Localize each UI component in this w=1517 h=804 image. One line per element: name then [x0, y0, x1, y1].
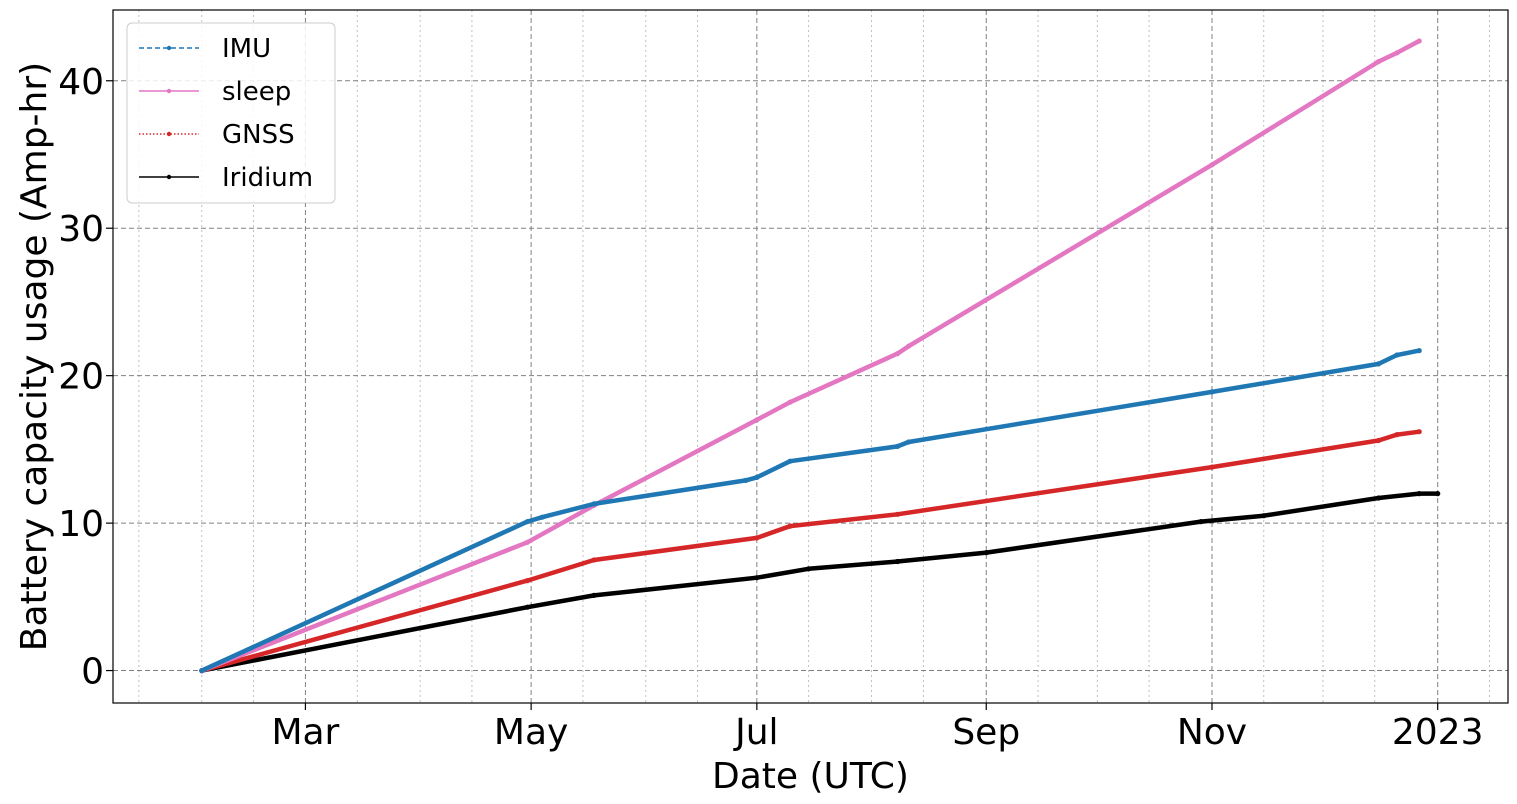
- legend-label-imu: IMU: [222, 34, 271, 64]
- y-tick-label: 10: [58, 504, 104, 545]
- data-point-iridium: [524, 604, 531, 610]
- data-point-imu: [906, 439, 912, 445]
- data-point-sleep: [754, 417, 760, 423]
- legend-label-iridium: Iridium: [222, 163, 313, 193]
- series-line-iridium: [199, 491, 1440, 673]
- data-point-imu: [1394, 352, 1400, 358]
- legend-marker-gnss: [166, 131, 172, 137]
- y-tick-label: 20: [58, 357, 104, 398]
- data-point-iridium: [1435, 491, 1441, 497]
- data-point-iridium: [754, 575, 760, 581]
- data-point-sleep: [906, 343, 912, 349]
- data-point-imu: [1416, 348, 1422, 354]
- data-point-gnss: [1394, 432, 1400, 438]
- data-point-sleep: [1416, 38, 1422, 44]
- data-point-sleep: [894, 351, 901, 357]
- data-point-imu: [591, 501, 597, 507]
- data-point-imu: [524, 519, 531, 525]
- data-point-gnss: [894, 511, 901, 517]
- x-tick-label: Jul: [733, 712, 778, 753]
- x-tick-label: May: [494, 712, 568, 753]
- x-axis-label: Date (UTC): [712, 756, 909, 797]
- x-tick-label: Sep: [952, 712, 1020, 753]
- data-point-gnss: [524, 578, 531, 584]
- y-axis-label: Battery capacity usage (Amp-hr): [14, 62, 55, 651]
- data-point-imu: [199, 668, 205, 674]
- legend-label-gnss: GNSS: [222, 120, 295, 150]
- data-point-sleep: [787, 399, 793, 405]
- data-point-imu: [894, 443, 901, 449]
- data-point-iridium: [1261, 513, 1267, 519]
- x-tick-label: 2023: [1392, 712, 1484, 753]
- data-point-iridium: [983, 550, 989, 556]
- data-point-sleep: [524, 539, 531, 545]
- legend: IMU sleep GNSS Iridium: [126, 22, 336, 204]
- data-point-iridium: [806, 566, 812, 572]
- data-point-iridium: [591, 592, 597, 599]
- data-point-imu: [1375, 361, 1382, 367]
- data-point-imu: [787, 458, 793, 464]
- data-point-iridium: [1416, 491, 1422, 497]
- data-point-imu: [743, 477, 749, 483]
- data-point-imu: [539, 514, 545, 520]
- series-layer: [199, 38, 1441, 674]
- data-point-gnss: [591, 557, 597, 563]
- data-point-iridium: [894, 558, 901, 565]
- legend-label-sleep: sleep: [222, 77, 291, 107]
- data-point-gnss: [754, 535, 760, 541]
- y-tick-label: 40: [58, 62, 104, 103]
- data-point-iridium: [1198, 519, 1204, 525]
- data-point-iridium: [1375, 495, 1382, 501]
- data-point-gnss: [787, 523, 793, 529]
- data-point-imu: [1209, 389, 1215, 395]
- legend-marker-imu: [166, 45, 172, 51]
- data-point-sleep: [1209, 162, 1215, 168]
- x-tick-label: Mar: [271, 712, 339, 753]
- legend-marker-iridium: [166, 174, 172, 180]
- data-point-sleep: [1375, 59, 1382, 65]
- data-point-gnss: [1416, 429, 1422, 435]
- data-point-gnss: [1209, 464, 1215, 470]
- x-tick-label: Nov: [1177, 712, 1247, 753]
- axis-ticks: Mar May Jul Sep Nov 2023 0 10 20 30 40: [58, 62, 1483, 753]
- legend-marker-sleep: [166, 88, 172, 94]
- legend-box: [126, 22, 336, 204]
- data-point-imu: [754, 474, 760, 480]
- minor-grid: [138, 10, 1490, 703]
- y-tick-label: 0: [81, 652, 104, 693]
- series-line-gnss: [199, 429, 1422, 673]
- plot-frame: [112, 9, 1509, 704]
- data-point-gnss: [1375, 437, 1382, 444]
- data-point-sleep: [1394, 50, 1400, 56]
- y-tick-label: 30: [58, 209, 104, 250]
